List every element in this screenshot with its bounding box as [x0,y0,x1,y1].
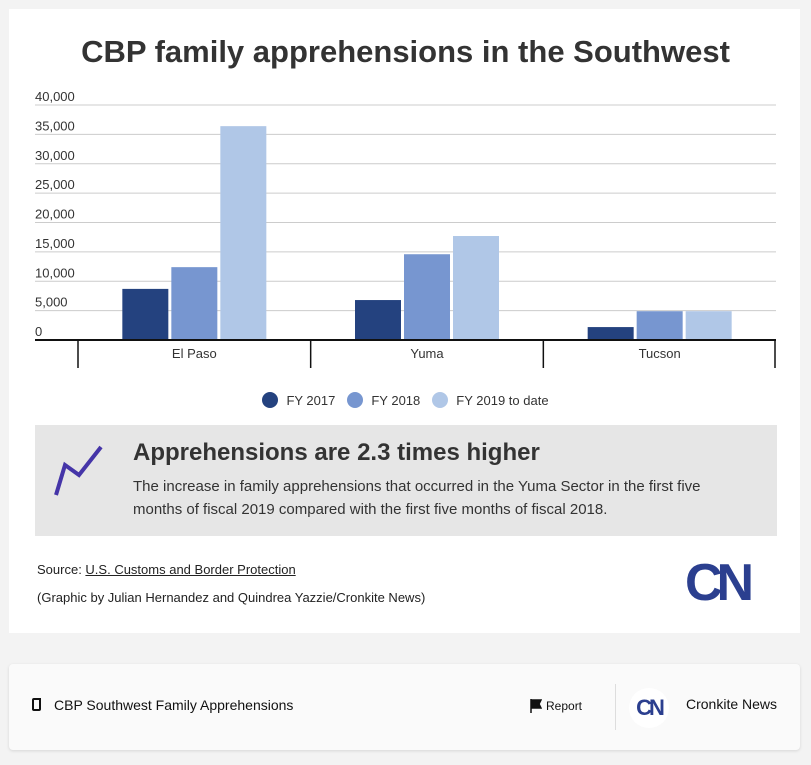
legend: FY 2017 FY 2018 FY 2019 to date [0,392,811,408]
callout-text: The increase in family apprehensions tha… [133,478,701,518]
y-tick-label: 0 [35,324,42,339]
document-icon [32,698,41,711]
y-tick-label: 10,000 [35,265,75,280]
credit-line: (Graphic by Julian Hernandez and Quindre… [37,590,426,605]
embed-footer: CBP Southwest Family Apprehensions Repor… [9,664,800,750]
legend-label: FY 2018 [371,392,421,408]
y-tick-label: 30,000 [35,148,75,163]
callout-heading: Apprehensions are 2.3 times higher [133,439,540,466]
x-tick-label: El Paso [172,346,217,361]
footer-title[interactable]: CBP Southwest Family Apprehensions [54,697,294,713]
bar-yuma-2 [453,236,499,340]
y-tick-label: 15,000 [35,236,75,251]
report-button[interactable]: Report [530,699,582,713]
bar-tucson-0 [587,327,634,340]
bar-yuma-0 [355,300,401,340]
publisher-logo[interactable]: CN [629,688,669,728]
legend-label: FY 2017 [286,392,336,408]
trend-line-icon [54,445,103,496]
y-tick-label: 5,000 [35,295,68,310]
source-link[interactable]: U.S. Customs and Border Protection [85,562,296,577]
bar-el-paso-1 [171,267,218,340]
source-line: Source: U.S. Customs and Border Protecti… [37,562,296,577]
flag-icon [530,699,542,713]
y-tick-label: 25,000 [35,177,75,192]
publisher-name[interactable]: Cronkite News [686,696,778,712]
cronkite-news-logo: CN [685,554,754,612]
bar-chart: 0 5,000 10,000 15,000 20,000 25,000 30,000 35,0… [35,89,776,368]
bar-tucson-1 [636,311,683,340]
legend-item-fy2018: FY 2018 [347,392,420,408]
legend-item-fy2017: FY 2017 [262,392,335,408]
x-tick-label: Yuma [410,346,444,361]
legend-swatch [432,392,449,408]
bar-yuma-1 [404,254,450,340]
report-label: Report [546,699,583,713]
bar-tucson-2 [685,311,732,340]
source-label: Source: [37,562,86,577]
y-tick-label: 40,000 [35,89,75,104]
callout-box: Apprehensions are 2.3 times higher The i… [35,425,777,536]
legend-label: FY 2019 to date [456,392,549,408]
chart-title: CBP family apprehensions in the Southwes… [81,34,730,69]
y-tick-label: 20,000 [35,207,75,222]
legend-swatch [347,392,364,408]
bar-el-paso-0 [122,288,169,340]
divider [615,684,616,730]
x-tick-label: Tucson [639,346,681,361]
bar-el-paso-2 [220,126,267,341]
legend-item-fy2019: FY 2019 to date [432,392,549,408]
y-tick-label: 35,000 [35,118,75,133]
legend-swatch [262,392,279,408]
